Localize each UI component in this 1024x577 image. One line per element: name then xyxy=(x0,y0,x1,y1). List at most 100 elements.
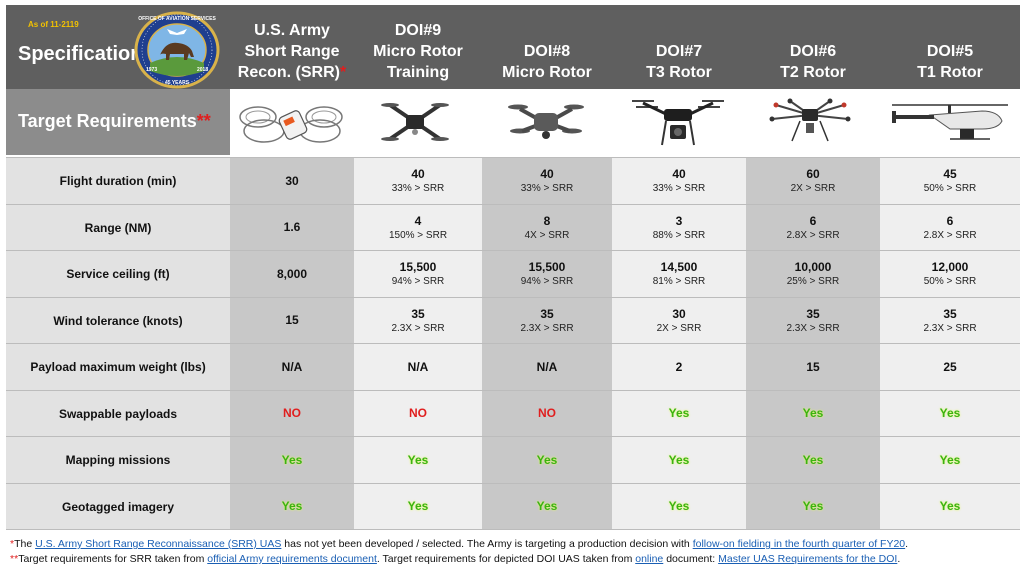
row-label: Mapping missions xyxy=(6,437,230,483)
table-cell: 12,000 50% > SRR xyxy=(880,251,1020,297)
status-value: Yes xyxy=(407,499,429,513)
cell-value: 15 xyxy=(285,313,299,327)
table-cell: 15 xyxy=(230,297,354,344)
hexacopter-icon xyxy=(769,98,851,142)
cell-value: 12,000 xyxy=(931,260,969,274)
specification-label: Specification xyxy=(18,43,143,65)
cell-value: 25 xyxy=(943,359,957,374)
follow-on-fielding-link[interactable]: follow-on fielding in the fourth quarter… xyxy=(692,538,906,550)
table-cell: NO xyxy=(482,390,612,437)
comparison-note: 150% > SRR xyxy=(388,229,448,241)
cell-value: 14,500 xyxy=(660,260,698,274)
table-cell: 8 4X > SRR xyxy=(482,204,612,251)
row-label: Geotagged imagery xyxy=(6,483,230,530)
footnote-text: The xyxy=(14,538,36,550)
footnote-text: document: xyxy=(663,553,719,565)
cell-value: N/A xyxy=(407,359,429,374)
army-requirements-document-link[interactable]: official Army requirements document xyxy=(207,553,377,565)
cell-value: 30 xyxy=(672,306,686,321)
column-header-line2: DOI#6 xyxy=(789,43,837,60)
cell-value: 4 xyxy=(414,213,422,228)
cell-value: 6 xyxy=(809,213,817,228)
table-cell: Yes xyxy=(482,437,612,483)
row-label: Range (NM) xyxy=(6,204,230,251)
row-label: Wind tolerance (knots) xyxy=(6,297,230,344)
comparison-note: 2.3X > SRR xyxy=(786,322,840,334)
table-cell: Yes xyxy=(354,483,482,530)
comparison-note: 33% > SRR xyxy=(652,183,706,194)
table-cell: 4 150% > SRR xyxy=(354,204,482,251)
cell-value: 1.6 xyxy=(283,220,301,234)
table-row: Range (NM) 1.6 4 150% > SRR 8 4X > SRR 3 88% > … xyxy=(6,203,1020,251)
cell-value: 3 xyxy=(675,213,683,228)
cell-value: 6 xyxy=(946,213,954,228)
cell-value: 40 xyxy=(540,167,554,181)
column-header-line3: T1 Rotor xyxy=(917,64,983,81)
comparison-note: 4X > SRR xyxy=(524,229,570,241)
helicopter-drone-icon xyxy=(892,104,1008,140)
footnote-text: . xyxy=(905,538,909,550)
table-cell: Yes xyxy=(746,483,880,530)
comparison-note: 25% > SRR xyxy=(786,276,840,287)
table-cell: 35 2.3X > SRR xyxy=(880,297,1020,344)
comparison-note: 94% > SRR xyxy=(391,276,445,287)
footnote-srr: *The U.S. Army Short Range Reconnaissanc… xyxy=(10,538,908,550)
srr-uas-link[interactable]: U.S. Army Short Range Reconnaissance (SR… xyxy=(35,538,282,550)
caged-quadcopter-icon xyxy=(239,106,343,143)
cell-value: 40 xyxy=(411,167,425,181)
quadcopter-gimbal-icon xyxy=(632,100,724,146)
seal-year-right: 2018 xyxy=(197,67,208,73)
comparison-note: 2.8X > SRR xyxy=(786,229,840,241)
table-cell: 35 2.3X > SRR xyxy=(482,297,612,344)
footnote-text: has not yet been developed / selected. T… xyxy=(281,538,693,550)
table-cell: 30 2X > SRR xyxy=(612,297,746,344)
header-band: As of 11-2119 Specification OFFICE OF AV… xyxy=(6,5,1020,89)
as-of-date: As of 11-2119 xyxy=(28,20,79,29)
online-link[interactable]: online xyxy=(635,553,664,565)
cell-value: 15,500 xyxy=(528,260,566,274)
row-label: Swappable payloads xyxy=(6,390,230,437)
cell-value: 40 xyxy=(672,167,686,181)
status-value: NO xyxy=(409,406,427,420)
table-cell: Yes xyxy=(746,390,880,437)
column-header-doi8: DOI#8 Micro Rotor xyxy=(482,5,612,89)
comparison-note: 50% > SRR xyxy=(923,276,977,287)
table-cell: 35 2.3X > SRR xyxy=(746,297,880,344)
status-value: Yes xyxy=(802,499,824,513)
status-value: Yes xyxy=(668,406,690,420)
column-header-doi9: DOI#9 Micro Rotor Training xyxy=(354,5,482,89)
column-header-line2: Short Range xyxy=(244,43,340,60)
column-header-doi7: DOI#7 T3 Rotor xyxy=(612,5,746,89)
status-value: Yes xyxy=(281,499,303,513)
seal-year-left: 1973 xyxy=(146,67,157,73)
cell-value: 2 xyxy=(675,359,683,374)
table-cell: 10,000 25% > SRR xyxy=(746,251,880,297)
cell-value: 35 xyxy=(943,306,957,321)
table-cell: N/A xyxy=(354,344,482,390)
table-cell: 60 2X > SRR xyxy=(746,158,880,204)
seal-top-text: OFFICE OF AVIATION SERVICES xyxy=(138,16,216,22)
column-header-line1: DOI#9 xyxy=(394,22,442,39)
footnote-text: . xyxy=(897,553,901,565)
table-cell: Yes xyxy=(880,437,1020,483)
status-value: NO xyxy=(283,406,301,420)
folding-quadcopter-icon xyxy=(381,103,449,141)
table-row: Geotagged imagery Yes Yes Yes Yes Yes Yes xyxy=(6,482,1020,530)
column-header-line1: U.S. Army xyxy=(254,22,330,39)
master-uas-requirements-link[interactable]: Master UAS Requirements for the DOI xyxy=(718,553,898,565)
drone-image-strip xyxy=(230,89,1020,155)
comparison-note: 88% > SRR xyxy=(652,229,706,241)
office-of-aviation-services-seal-icon: OFFICE OF AVIATION SERVICES 1973 2018 45… xyxy=(134,11,220,89)
cell-value: N/A xyxy=(536,359,558,374)
comparison-note: 33% > SRR xyxy=(391,183,445,194)
column-header-line2: DOI#5 xyxy=(926,43,974,60)
table-cell: 35 2.3X > SRR xyxy=(354,297,482,344)
table-cell: 40 33% > SRR xyxy=(612,158,746,204)
table-cell: Yes xyxy=(612,390,746,437)
table-cell: 14,500 81% > SRR xyxy=(612,251,746,297)
table-row: Mapping missions Yes Yes Yes Yes Yes Yes xyxy=(6,436,1020,483)
comparison-note: 2.8X > SRR xyxy=(923,229,977,241)
status-value: Yes xyxy=(939,406,961,420)
comparison-note: 33% > SRR xyxy=(520,183,574,194)
table-cell: N/A xyxy=(230,344,354,390)
